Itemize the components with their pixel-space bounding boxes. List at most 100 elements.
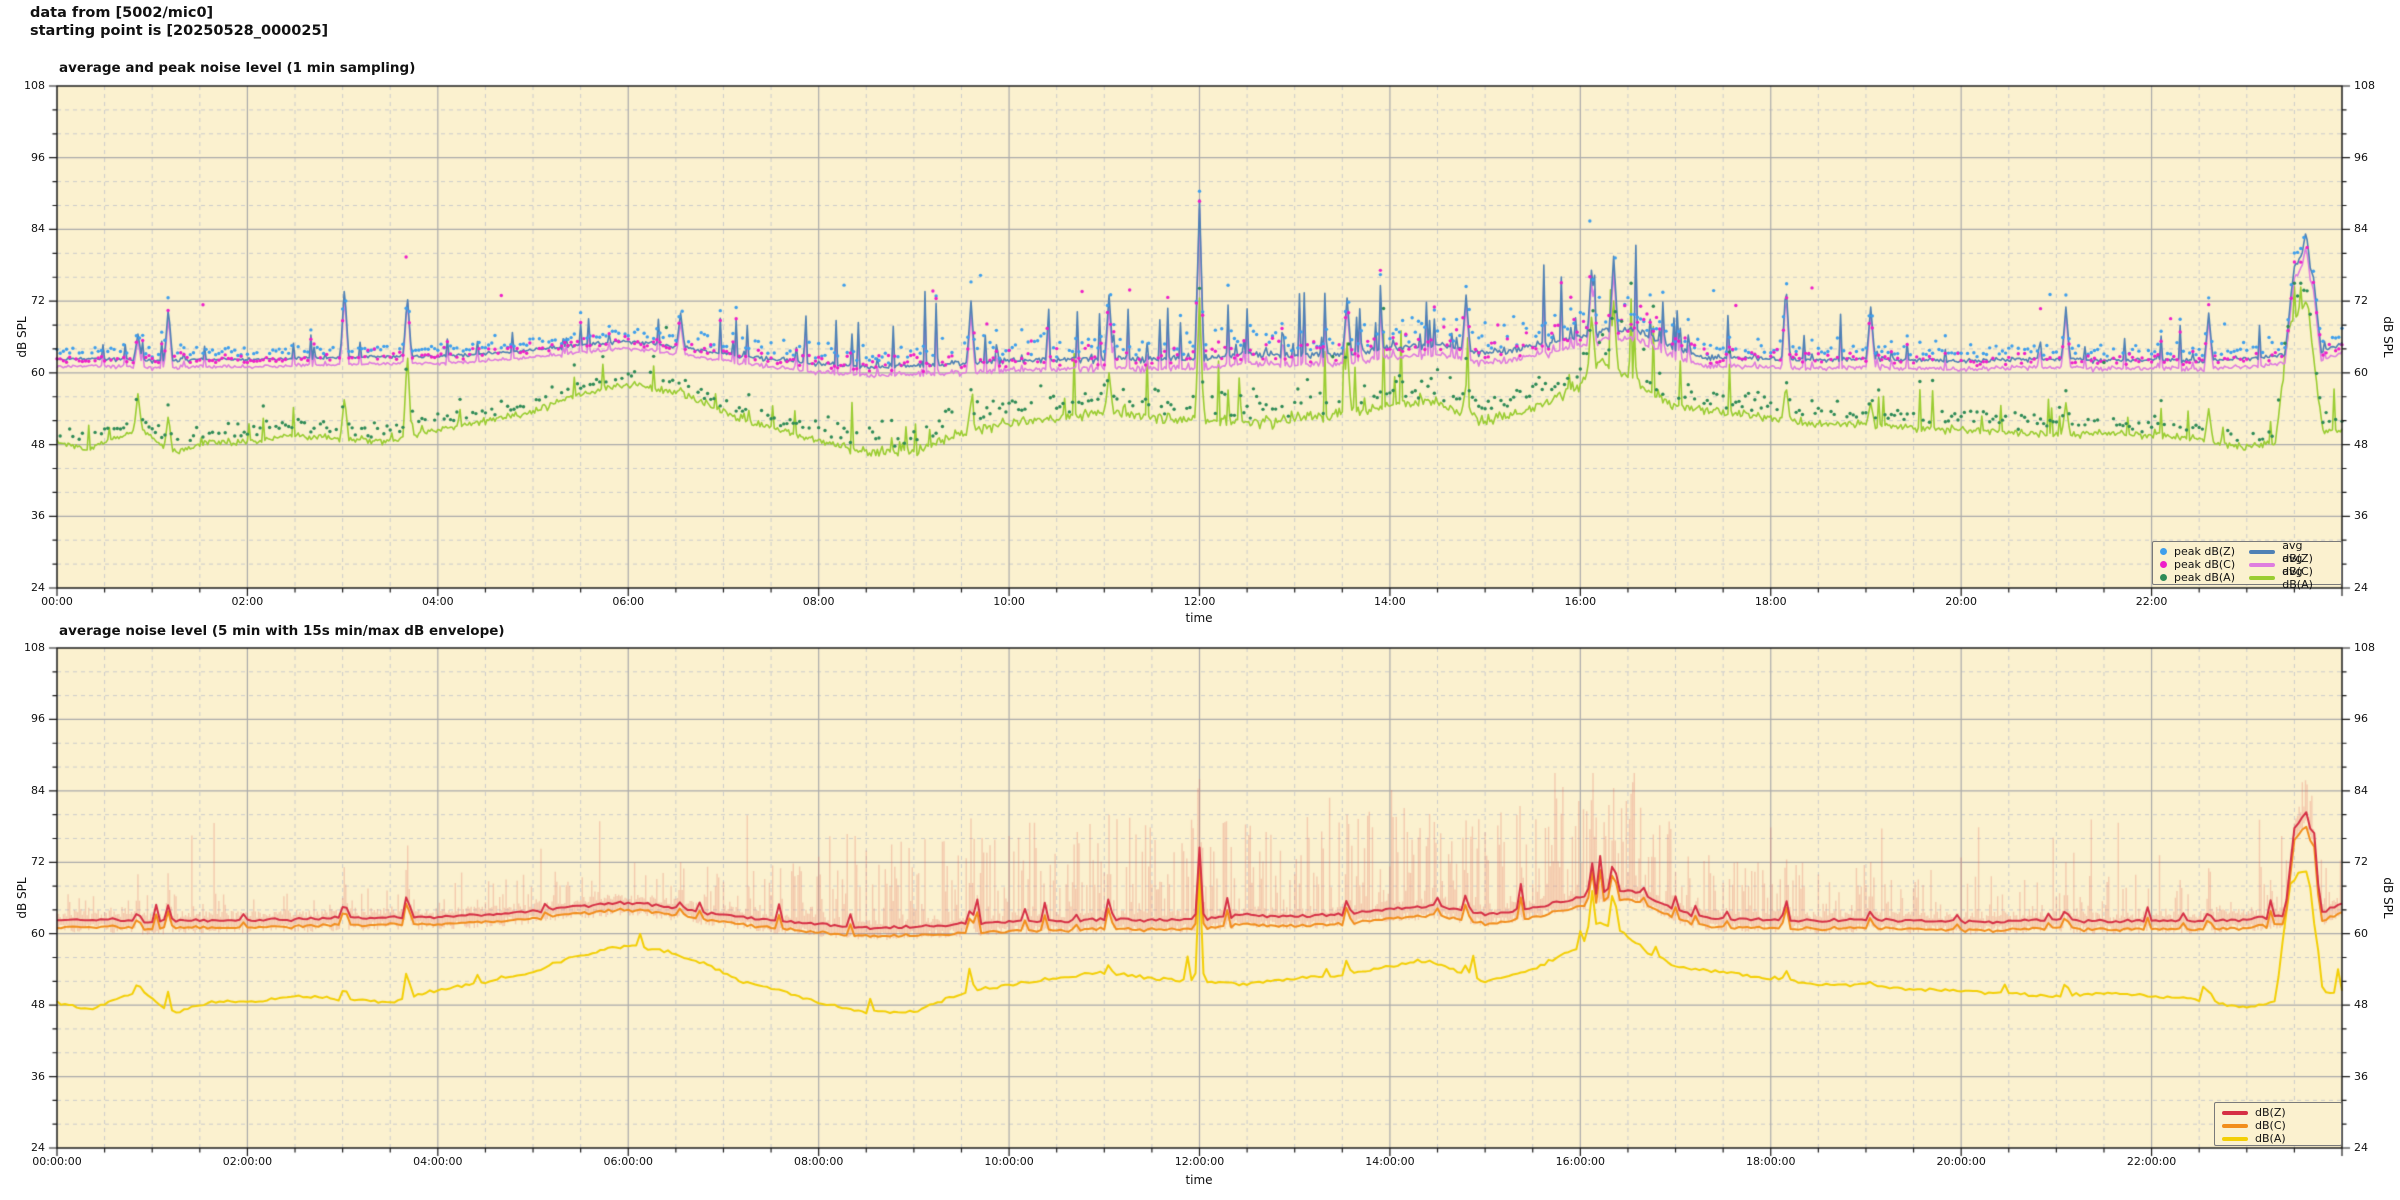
chart1-title: average and peak noise level (1 min samp… <box>59 60 416 76</box>
legend-label: peak dB(A) <box>2174 571 2235 584</box>
y-tick-label-right: 96 <box>2354 150 2368 164</box>
y-tick-label: 96 <box>31 712 45 726</box>
legend-entry: peak dB(Z) <box>2160 545 2249 558</box>
chart2-ylabel-right: dB SPL <box>2381 877 2395 919</box>
x-tick-label: 18:00:00 <box>1746 1155 1796 1168</box>
y-tick-label-right: 48 <box>2354 437 2368 451</box>
legend-entry: dB(Z) <box>2222 1106 2286 1119</box>
header-line2: starting point is [20250528_000025] <box>30 23 329 39</box>
x-tick-label: 06:00:00 <box>603 1155 653 1168</box>
legend-dot-swatch <box>2160 574 2167 581</box>
x-tick-label: 04:00:00 <box>413 1155 463 1168</box>
x-tick-label: 20:00 <box>1945 595 1977 608</box>
y-tick-label: 24 <box>31 1141 45 1154</box>
x-tick-label: 02:00 <box>231 595 264 608</box>
y-tick-label: 60 <box>31 365 45 379</box>
legend-row: dB(Z) <box>2222 1106 2334 1119</box>
y-tick-label: 84 <box>31 783 45 797</box>
legend-entry: dB(A) <box>2222 1132 2286 1145</box>
legend-label: peak dB(C) <box>2174 558 2236 571</box>
x-tick-label: 02:00:00 <box>222 1155 273 1168</box>
y-tick-label-right: 72 <box>2354 855 2368 869</box>
x-tick-label: 16:00:00 <box>1555 1155 1606 1168</box>
legend-label: avg dB(A) <box>2282 564 2313 591</box>
x-tick-label: 00:00:00 <box>32 1155 82 1168</box>
y-tick-label-right: 24 <box>2354 581 2368 594</box>
y-tick-label-right: 96 <box>2354 712 2368 726</box>
x-tick-label: 20:00:00 <box>1936 1155 1986 1168</box>
y-tick-label-right: 108 <box>2354 641 2375 654</box>
chart2-title: average noise level (5 min with 15s min/… <box>59 623 505 639</box>
y-tick-label-right: 84 <box>2354 222 2368 236</box>
y-tick-label: 72 <box>31 855 45 869</box>
x-tick-label: 14:00:00 <box>1365 1155 1415 1168</box>
y-tick-label: 36 <box>31 509 45 523</box>
y-tick-label-right: 36 <box>2354 509 2368 523</box>
chart1-xlabel: time <box>1185 611 1213 625</box>
y-tick-label: 36 <box>31 1069 45 1083</box>
x-tick-label: 08:00:00 <box>793 1155 844 1168</box>
legend-label: dB(A) <box>2255 1132 2286 1145</box>
y-tick-label-right: 60 <box>2354 365 2368 379</box>
x-tick-label: 04:00 <box>421 595 454 608</box>
y-tick-label-right: 24 <box>2354 1141 2368 1154</box>
legend-label: peak dB(Z) <box>2174 545 2236 558</box>
x-tick-label: 00:00 <box>41 595 73 608</box>
y-tick-label: 48 <box>31 998 45 1012</box>
y-tick-label-right: 60 <box>2354 926 2368 940</box>
y-tick-label: 60 <box>31 926 45 940</box>
legend-dot-swatch <box>2160 561 2167 568</box>
legend-dot-swatch <box>2160 548 2167 555</box>
y-tick-label: 96 <box>31 150 45 164</box>
legend-row: dB(C) <box>2222 1119 2334 1132</box>
y-tick-label-right: 36 <box>2354 1069 2368 1083</box>
legend-line-swatch <box>2222 1123 2248 1128</box>
chart1-legend: peak dB(Z) avg dB(Z) peak dB(C) avg dB(C) pe… <box>2152 539 2342 591</box>
y-tick-label: 84 <box>31 222 45 236</box>
legend-label: dB(Z) <box>2255 1106 2286 1119</box>
legend-entry: dB(C) <box>2222 1119 2286 1132</box>
legend-row: peak dB(C) avg dB(C) <box>2160 552 2334 578</box>
legend-line-swatch <box>2249 575 2276 580</box>
y-tick-label-right: 108 <box>2354 79 2375 92</box>
x-tick-label: 22:00 <box>2135 595 2168 608</box>
chart2-xlabel: time <box>1185 1173 1213 1187</box>
x-tick-label: 16:00 <box>1564 595 1597 608</box>
chart1-ylabel-left: dB SPL <box>15 316 29 358</box>
y-tick-label-right: 84 <box>2354 783 2368 797</box>
x-tick-label: 22:00:00 <box>2126 1155 2177 1168</box>
legend-line-swatch <box>2222 1136 2248 1141</box>
y-tick-label: 108 <box>24 79 45 92</box>
legend-entry: peak dB(C) <box>2160 558 2249 571</box>
x-tick-label: 10:00:00 <box>984 1155 1034 1168</box>
legend-label: avg dB(Z) <box>2282 538 2313 565</box>
legend-entry: peak dB(A) <box>2160 571 2249 584</box>
x-tick-label: 06:00 <box>612 595 645 608</box>
legend-line-swatch <box>2222 1110 2248 1115</box>
y-tick-label: 108 <box>24 641 45 654</box>
legend-label: dB(C) <box>2255 1119 2286 1132</box>
y-tick-label-right: 72 <box>2354 294 2368 308</box>
x-tick-label: 12:00:00 <box>1174 1155 1225 1168</box>
legend-entry: avg dB(A) <box>2249 565 2334 591</box>
legend-entry: avg dB(C) <box>2249 552 2334 578</box>
chart2-ylabel-left: dB SPL <box>15 877 29 919</box>
legend-entry: avg dB(Z) <box>2249 539 2334 565</box>
y-tick-label: 48 <box>31 437 45 451</box>
chart1-ylabel-right: dB SPL <box>2381 316 2395 358</box>
y-tick-label-right: 48 <box>2354 998 2368 1012</box>
x-tick-label: 08:00 <box>802 595 835 608</box>
legend-row: peak dB(Z) avg dB(Z) <box>2160 539 2334 565</box>
legend-line-swatch <box>2249 562 2276 567</box>
x-tick-label: 10:00 <box>993 595 1025 608</box>
x-tick-label: 14:00 <box>1374 595 1406 608</box>
header-line1: data from [5002/mic0] <box>30 5 214 21</box>
y-tick-label: 72 <box>31 294 45 308</box>
x-tick-label: 12:00 <box>1183 595 1216 608</box>
x-tick-label: 18:00 <box>1754 595 1787 608</box>
legend-line-swatch <box>2249 549 2276 554</box>
y-tick-label: 24 <box>31 581 45 594</box>
legend-row: peak dB(A) avg dB(A) <box>2160 565 2334 591</box>
